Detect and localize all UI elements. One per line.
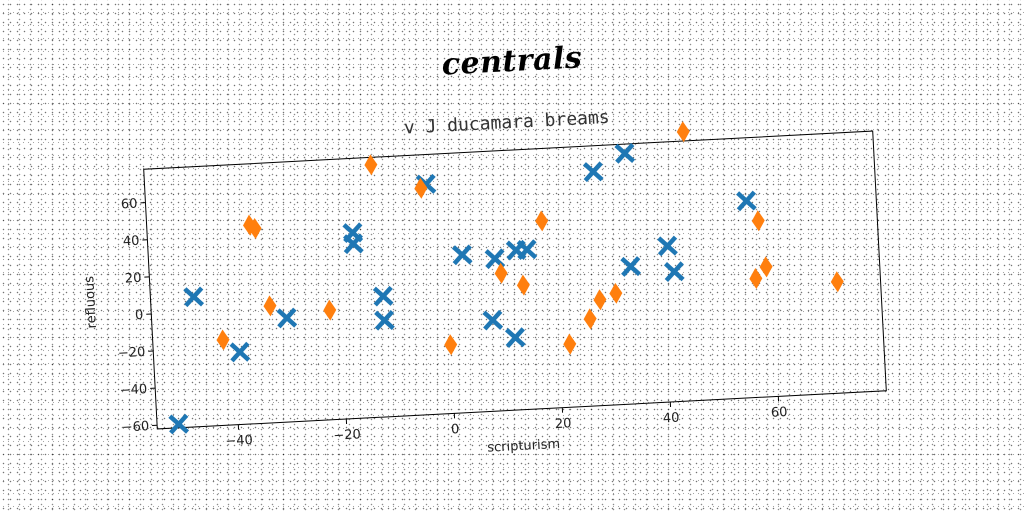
scatter-point-diamond-marker	[216, 329, 230, 351]
x-tick-label: −40	[225, 433, 253, 449]
scatter-point-x-marker	[504, 327, 526, 348]
scatter-point-diamond-marker	[323, 299, 337, 321]
scatter-point-x-marker	[342, 222, 364, 244]
x-tick-label: 40	[663, 411, 680, 427]
scatter-point-diamond-marker	[751, 210, 765, 232]
scatter-point-x-marker	[663, 261, 685, 282]
y-axis-ticks: −60 −40 −20 0 20 40 60	[117, 197, 158, 436]
scatter-point-diamond-marker	[593, 289, 607, 311]
scatter-point-diamond-marker	[263, 295, 277, 317]
x-tick-label: 20	[555, 416, 572, 432]
scatter-point-x-marker	[657, 235, 678, 257]
scatter-point-diamond-marker	[759, 256, 773, 278]
scatter-point-x-marker	[620, 256, 642, 277]
scatter-point-x-marker	[343, 233, 364, 255]
scatter-point-x-marker	[482, 309, 504, 331]
scatter-point-diamond-marker	[609, 282, 623, 304]
scatter-point-x-marker	[582, 161, 604, 183]
scatter-point-diamond-marker	[444, 334, 458, 356]
scatter-point-x-marker	[276, 307, 298, 329]
scatter-point-diamond-marker	[516, 274, 530, 296]
scatter-point-x-marker	[168, 413, 190, 435]
x-tick-label: −20	[333, 427, 361, 443]
x-tick-label: 0	[451, 422, 460, 437]
y-tick-label: 60	[121, 197, 138, 213]
y-tick-label: 40	[123, 234, 140, 250]
scatter-point-x-marker	[374, 309, 395, 331]
chart-title: v J ducamara breams	[403, 107, 610, 139]
scatter-point-diamond-marker	[749, 268, 763, 290]
scatter-point-diamond-marker	[494, 262, 508, 284]
chart-container: v J ducamara breams −40 −20 0 20 40 60 −60 −40…	[82, 107, 887, 456]
scatter-point-diamond-marker	[248, 218, 262, 240]
scatter-point-diamond-marker	[563, 333, 577, 355]
scatter-point-diamond-marker	[830, 271, 844, 293]
scatter-point-x-marker	[183, 286, 205, 308]
x-axis-label: scripturism	[487, 437, 561, 456]
scatter-point-diamond-marker	[676, 121, 690, 143]
y-tick-label: −40	[119, 382, 147, 398]
y-tick-label: 0	[135, 308, 144, 323]
scatter-point-x-marker	[516, 239, 538, 260]
x-tick-label: 60	[771, 405, 788, 421]
scatter-point-x-marker	[372, 285, 394, 307]
data-points	[168, 121, 844, 435]
scatter-point-diamond-marker	[414, 177, 428, 199]
scatter-point-diamond-marker	[583, 308, 597, 330]
scatter-point-x-marker	[614, 143, 636, 164]
plot-area-frame	[143, 130, 887, 430]
y-axis-label: refluous	[82, 275, 100, 328]
scatter-chart: v J ducamara breams −40 −20 0 20 40 60 −60 −40…	[82, 107, 887, 456]
scatter-point-diamond-marker	[535, 210, 549, 232]
x-axis-ticks: −40 −20 0 20 40 60	[225, 396, 788, 449]
y-tick-label: 20	[124, 271, 141, 287]
scatter-point-diamond-marker	[364, 154, 378, 176]
y-tick-label: −20	[117, 345, 145, 361]
scatter-point-x-marker	[229, 341, 251, 363]
scatter-point-x-marker	[451, 244, 473, 266]
scatter-point-x-marker	[736, 190, 757, 212]
y-tick-label: −60	[121, 419, 149, 435]
